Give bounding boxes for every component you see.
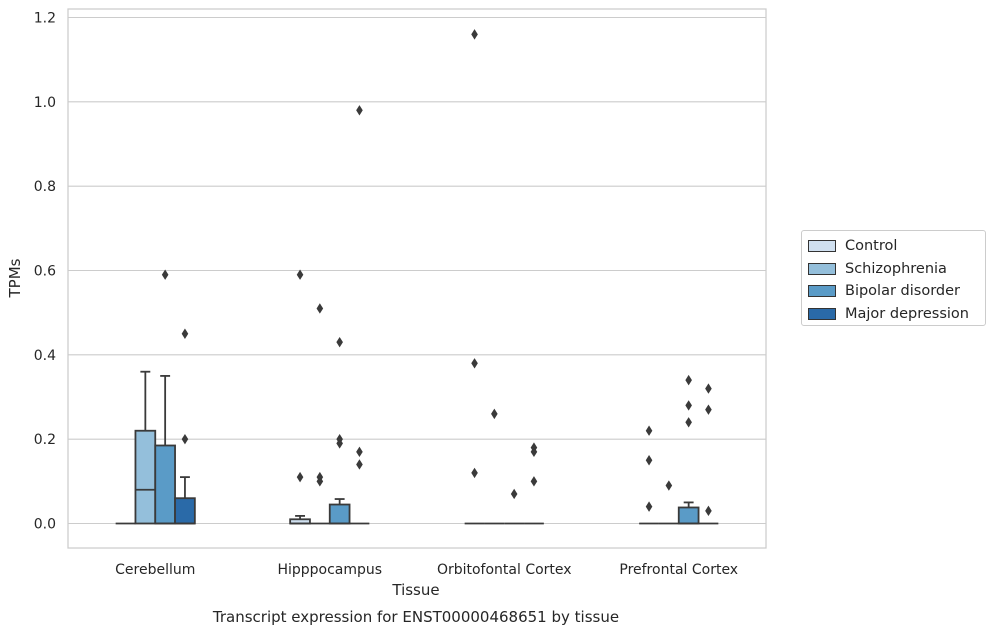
y-tick-label: 0.2 — [34, 432, 56, 448]
outlier-point — [705, 505, 712, 517]
legend-swatch — [808, 307, 836, 320]
x-tick-label: Hipppocampus — [277, 562, 382, 578]
outlier-point — [471, 29, 478, 40]
legend-label: Bipolar disorder — [845, 283, 960, 300]
box-bipolar-disorder — [154, 269, 176, 525]
outlier-point — [645, 455, 653, 466]
chart-caption: Transcript expression for ENST0000046865… — [212, 608, 619, 626]
x-tick-label: Orbitofontal Cortex — [437, 562, 572, 578]
x-tick-label: Cerebellum — [115, 562, 195, 578]
outlier-point — [665, 480, 673, 491]
outlier-point — [685, 400, 692, 411]
outlier-point — [356, 105, 363, 116]
box-schizophrenia — [658, 480, 679, 525]
box-schizophrenia — [484, 408, 505, 525]
plot-frame — [67, 8, 767, 549]
legend-label: Major depression — [845, 305, 969, 322]
outlier-point — [181, 433, 189, 445]
outlier-point — [645, 501, 653, 512]
box-body — [677, 506, 700, 525]
legend-swatch — [808, 285, 836, 298]
legend-swatch — [808, 262, 836, 275]
outlier-point — [510, 488, 518, 500]
legend-swatch — [808, 240, 836, 253]
outlier-point — [645, 425, 653, 436]
outlier-point — [161, 269, 169, 280]
box-schizophrenia — [134, 370, 157, 525]
box-body — [174, 497, 196, 525]
y-tick-label: 0.4 — [34, 348, 56, 364]
legend-item: Bipolar disorder — [808, 280, 985, 303]
box-control — [464, 29, 485, 525]
outlier-point — [705, 404, 712, 415]
outlier-point — [316, 476, 324, 487]
y-tick-label: 0.6 — [34, 264, 56, 280]
legend-label: Control — [845, 238, 898, 255]
outlier-point — [336, 336, 343, 348]
box-schizophrenia — [309, 303, 330, 525]
y-axis-title: TPMs — [6, 258, 24, 298]
box-body — [154, 444, 176, 525]
outlier-point — [181, 328, 189, 339]
outlier-point — [336, 438, 343, 449]
legend-item: Schizophrenia — [808, 258, 985, 281]
y-axis-ticks: 0.0 0.2 0.4 0.6 0.8 1.0 1.2 — [34, 11, 56, 533]
outlier-point — [685, 417, 692, 428]
x-tick-label: Prefrontal Cortex — [619, 562, 738, 578]
outlier-point — [471, 467, 478, 479]
outlier-point — [296, 471, 304, 483]
legend: Control Schizophrenia Bipolar disorder Majo… — [801, 230, 986, 326]
y-tick-label: 0.0 — [34, 517, 56, 533]
box-bipolar-disorder — [328, 336, 351, 525]
box-bipolar-disorder — [504, 488, 525, 525]
box-major-depression — [174, 328, 196, 525]
outlier-point — [296, 269, 304, 280]
box-series — [115, 29, 719, 525]
y-tick-label: 1.0 — [34, 95, 56, 111]
box-major-depression — [524, 442, 544, 525]
outlier-point — [530, 446, 538, 458]
legend-item: Control — [808, 235, 985, 258]
box-major-depression — [349, 105, 370, 525]
box-body — [328, 503, 351, 525]
x-axis-ticks: Cerebellum Hipppocampus Orbitofontal Corte… — [115, 562, 738, 578]
legend-item: Major depression — [808, 303, 985, 326]
outlier-point — [685, 374, 692, 386]
outlier-point — [471, 358, 478, 369]
box-bipolar-disorder — [677, 374, 700, 525]
x-axis-title: Tissue — [391, 581, 439, 599]
outlier-point — [316, 303, 324, 314]
y-tick-label: 0.8 — [34, 179, 56, 195]
outlier-point — [356, 446, 363, 458]
box-control — [639, 425, 659, 525]
legend-label: Schizophrenia — [845, 260, 947, 277]
box-major-depression — [698, 383, 719, 525]
outlier-point — [491, 408, 498, 420]
outlier-point — [530, 476, 538, 487]
box-control — [289, 269, 311, 525]
y-tick-label: 1.2 — [34, 11, 56, 27]
outlier-point — [705, 383, 712, 394]
outlier-point — [356, 459, 363, 470]
box-body — [134, 429, 157, 525]
